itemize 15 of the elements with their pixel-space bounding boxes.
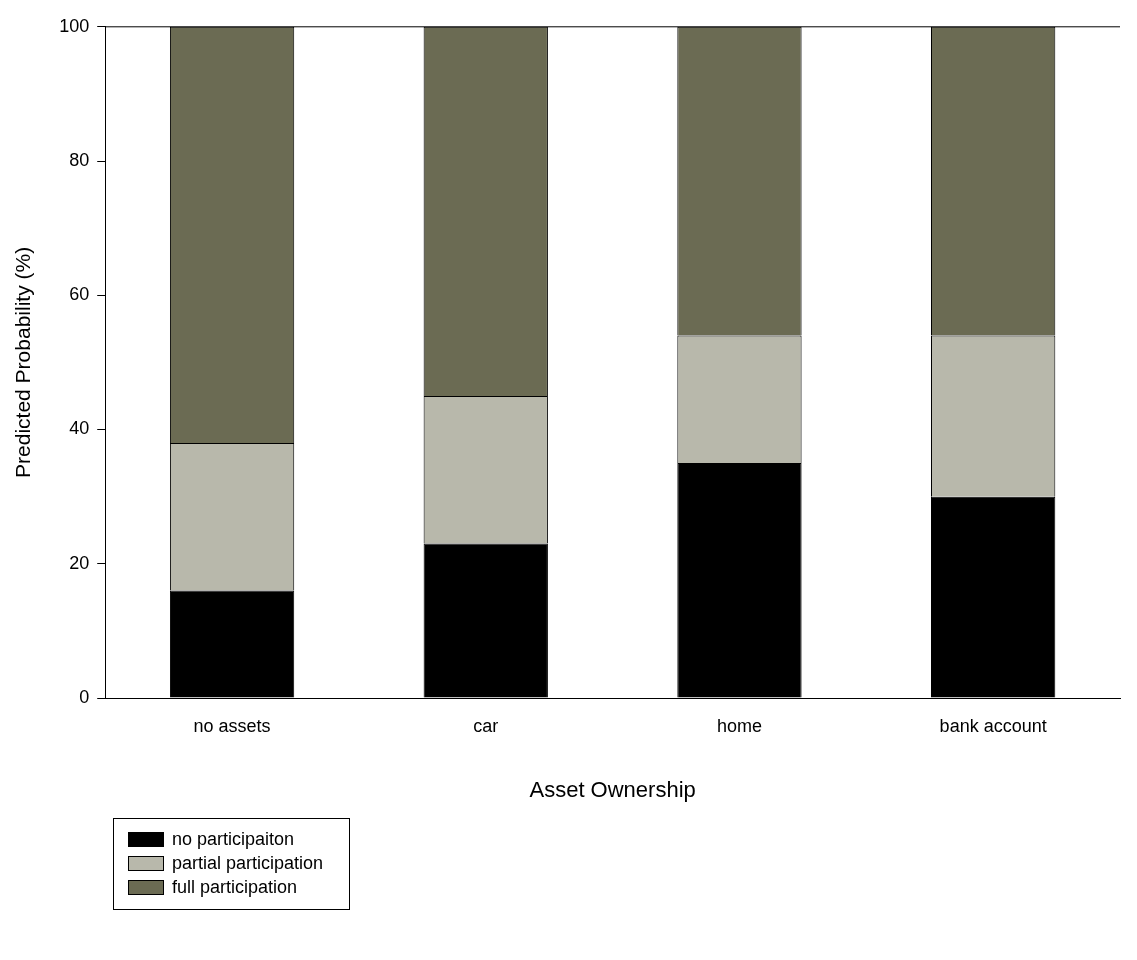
x-tick-label: bank account (939, 715, 1047, 736)
y-tick-label: 60 (69, 284, 90, 305)
y-tick-label: 20 (69, 552, 90, 573)
legend-label: full participation (172, 876, 298, 899)
x-tick-label: car (473, 715, 499, 736)
y-axis-title: Predicted Probability (%) (11, 246, 35, 478)
y-tick-label: 100 (59, 15, 90, 36)
legend-label: no participaiton (172, 828, 295, 851)
legend-label: partial participation (172, 852, 324, 875)
x-tick-label: home (716, 715, 762, 736)
x-tick-label: no assets (193, 715, 271, 736)
x-axis-title: Asset Ownership (529, 776, 696, 802)
y-tick-label: 80 (69, 150, 90, 171)
y-tick-label: 0 (79, 686, 90, 707)
y-tick-label: 40 (69, 418, 90, 439)
